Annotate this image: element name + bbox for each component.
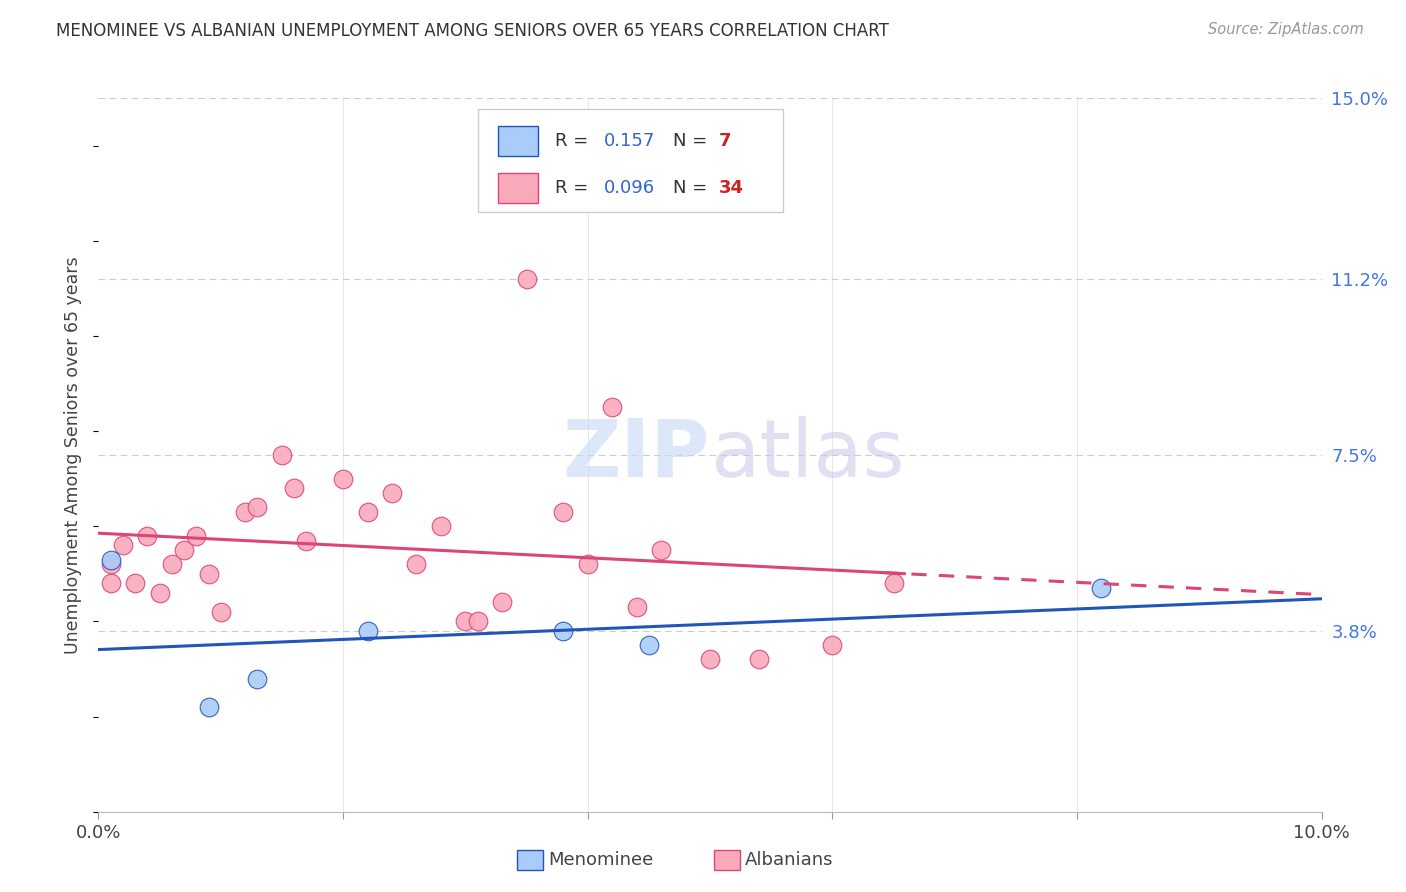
Point: [283, 481, 305, 495]
Point: [491, 595, 513, 609]
Point: [356, 624, 378, 638]
Text: Menominee: Menominee: [548, 851, 654, 869]
Point: [100, 552, 122, 566]
Point: [209, 605, 232, 619]
Point: [467, 615, 489, 629]
Point: [699, 652, 721, 666]
Point: [454, 615, 477, 629]
Text: ZIP: ZIP: [562, 416, 710, 494]
Point: [270, 448, 292, 462]
Y-axis label: Unemployment Among Seniors over 65 years: Unemployment Among Seniors over 65 years: [65, 256, 83, 654]
Point: [883, 576, 905, 591]
Text: N =: N =: [673, 132, 707, 150]
Point: [197, 700, 219, 714]
Point: [356, 505, 378, 519]
Text: N =: N =: [673, 178, 707, 196]
Point: [626, 600, 648, 615]
Text: Albanians: Albanians: [745, 851, 834, 869]
Point: [233, 505, 256, 519]
Point: [173, 543, 195, 558]
Point: [748, 652, 770, 666]
Point: [149, 586, 172, 600]
Point: [332, 472, 354, 486]
Point: [246, 500, 269, 515]
Point: [100, 558, 122, 572]
Point: [650, 543, 672, 558]
Point: [160, 558, 183, 572]
Point: [197, 566, 219, 581]
Point: [381, 486, 404, 500]
Text: Source: ZipAtlas.com: Source: ZipAtlas.com: [1208, 22, 1364, 37]
Point: [186, 529, 208, 543]
Point: [553, 505, 575, 519]
Text: 34: 34: [718, 178, 744, 196]
Text: R =: R =: [555, 178, 588, 196]
Text: 0.157: 0.157: [603, 132, 655, 150]
Point: [246, 672, 269, 686]
Text: atlas: atlas: [710, 416, 904, 494]
FancyBboxPatch shape: [478, 109, 783, 212]
Point: [516, 272, 538, 286]
Text: 0.096: 0.096: [603, 178, 655, 196]
Point: [821, 638, 844, 652]
Text: 7: 7: [718, 132, 731, 150]
Point: [136, 529, 159, 543]
Text: R =: R =: [555, 132, 588, 150]
FancyBboxPatch shape: [498, 172, 537, 202]
Point: [637, 638, 661, 652]
Point: [111, 538, 134, 552]
Point: [430, 519, 453, 533]
Point: [553, 624, 575, 638]
Text: MENOMINEE VS ALBANIAN UNEMPLOYMENT AMONG SENIORS OVER 65 YEARS CORRELATION CHART: MENOMINEE VS ALBANIAN UNEMPLOYMENT AMONG…: [56, 22, 889, 40]
Point: [295, 533, 318, 548]
Point: [600, 401, 623, 415]
Point: [1090, 581, 1112, 595]
FancyBboxPatch shape: [498, 127, 537, 156]
Point: [576, 558, 599, 572]
Point: [405, 558, 427, 572]
Point: [100, 576, 122, 591]
Point: [124, 576, 146, 591]
